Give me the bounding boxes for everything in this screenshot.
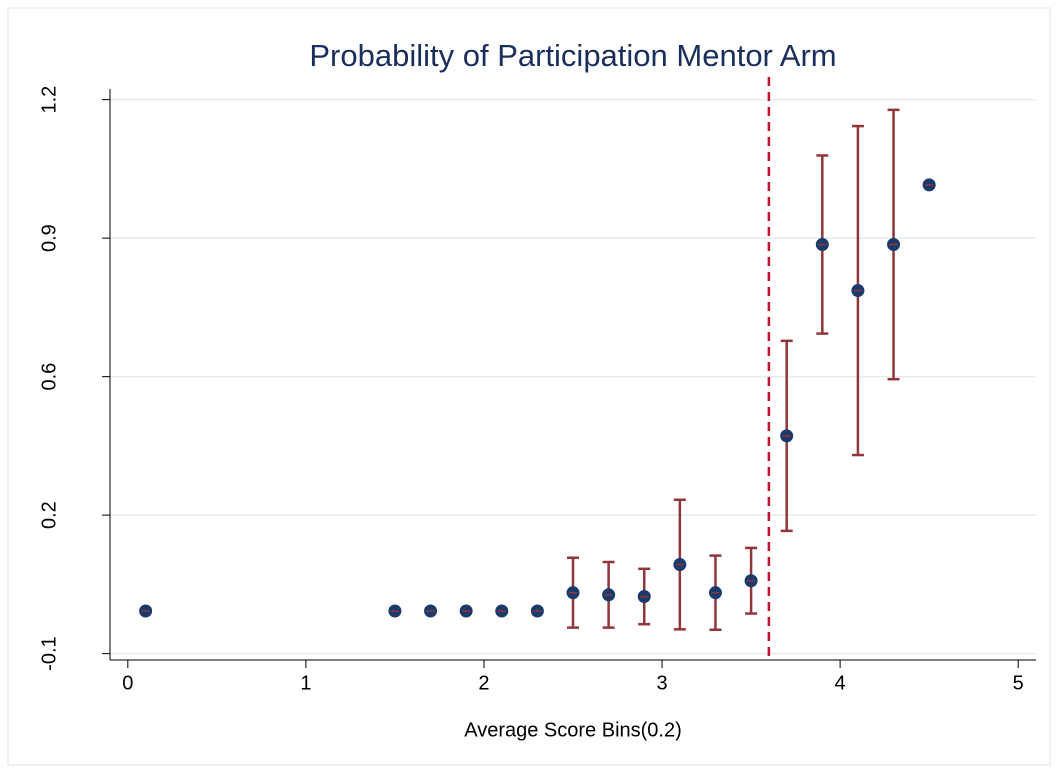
y-tick-label: -0.1 [38,636,60,670]
x-tick-label: 5 [1013,672,1024,694]
frame [7,7,1051,766]
y-tick-label: 1.2 [38,86,60,114]
y-tick-label: 0.2 [38,501,60,529]
y-tick-label: 0.9 [38,224,60,252]
x-tick-label: 3 [656,672,667,694]
chart-title: Probability of Participation Mentor Arm [309,38,836,73]
x-tick-label: 1 [300,672,311,694]
x-tick-label: 4 [835,672,846,694]
x-axis-label: Average Score Bins(0.2) [464,719,682,741]
y-tick-label: 0.6 [38,363,60,391]
x-tick-label: 0 [122,672,133,694]
x-tick-label: 2 [478,672,489,694]
